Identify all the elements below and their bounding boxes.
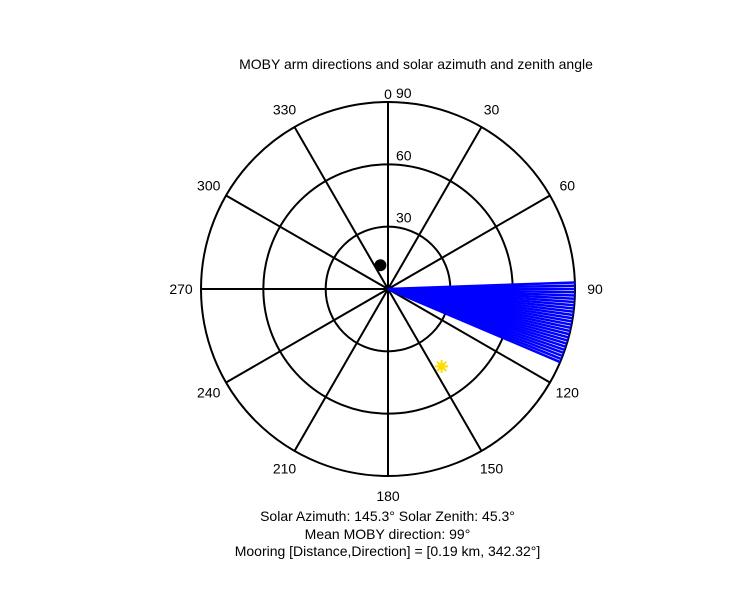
angle-tick-label-210: 210 bbox=[273, 460, 297, 476]
angle-tick-label-270: 270 bbox=[169, 281, 193, 297]
angle-tick-label-300: 300 bbox=[197, 178, 221, 194]
mooring-marker bbox=[374, 259, 387, 272]
angle-tick-label-60: 60 bbox=[559, 178, 575, 194]
angle-tick-label-180: 180 bbox=[376, 488, 400, 504]
radial-tick-label-30: 30 bbox=[396, 210, 412, 226]
angle-tick-label-150: 150 bbox=[480, 460, 504, 476]
data-series bbox=[374, 259, 575, 373]
chart-title: MOBY arm directions and solar azimuth an… bbox=[239, 56, 593, 72]
solar-angles-annotation: Solar Azimuth: 145.3° Solar Zenith: 45.3… bbox=[260, 508, 515, 524]
angle-tick-label-30: 30 bbox=[484, 102, 500, 118]
mean-direction-annotation: Mean MOBY direction: 99° bbox=[304, 526, 471, 542]
mooring-annotation: Mooring [Distance,Direction] = [0.19 km,… bbox=[234, 543, 541, 559]
angle-tick-label-90: 90 bbox=[587, 281, 603, 297]
sun-position-marker bbox=[435, 359, 449, 373]
angle-tick-label-330: 330 bbox=[273, 102, 297, 118]
moby-arm-direction-line bbox=[387, 287, 561, 364]
tick-labels: 0 30 60 90 120 150 180 210 240 270 300 330 30 60 90 bbox=[169, 85, 603, 504]
angle-tick-label-0: 0 bbox=[384, 86, 392, 102]
radial-tick-label-60: 60 bbox=[396, 147, 412, 163]
angle-tick-label-240: 240 bbox=[197, 385, 221, 401]
radial-tick-label-90: 90 bbox=[396, 85, 412, 101]
angle-tick-label-120: 120 bbox=[556, 385, 580, 401]
